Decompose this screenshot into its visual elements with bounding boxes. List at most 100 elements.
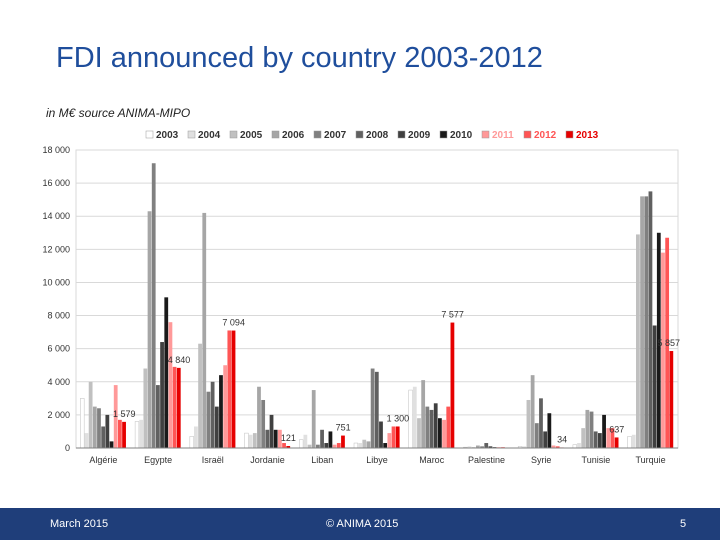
bar [147,211,152,448]
bar [383,443,388,448]
bar [534,423,539,448]
bar [387,433,392,448]
x-tick-label: Jordanie [250,455,285,465]
y-tick-label: 18 000 [42,145,70,155]
bar [526,399,531,448]
footer-date: March 2015 [50,518,109,530]
bar [417,418,421,448]
legend-label: 2013 [576,130,599,141]
y-tick-label: 0 [65,443,70,453]
legend-swatch [355,130,364,139]
legend-label: 2009 [408,130,431,141]
y-tick-label: 12 000 [42,244,70,254]
bar [168,322,173,448]
bar [484,443,489,448]
data-label: 1 579 [113,409,136,419]
data-label: 7 094 [222,318,245,328]
footer-page-number: 5 [680,518,687,530]
bar [261,399,266,448]
legend-swatch [523,130,532,139]
bar [602,414,606,448]
bar [265,429,270,448]
bar [648,191,653,448]
bar [408,389,413,449]
x-tick-label: Liban [311,455,333,465]
bar [370,368,375,448]
x-tick-label: Israël [202,455,224,465]
bar [273,429,278,448]
bar [269,414,274,448]
bar [438,418,442,448]
bar [366,441,371,448]
bar [539,398,543,448]
x-tick-label: Syrie [531,455,552,465]
bar [358,443,362,448]
bar [421,380,426,448]
data-label: 751 [336,423,351,433]
data-labels: 1 579 4 840 7 094 121 751 1 300 7 577 34 637 5 85… [113,310,680,445]
bars [80,163,674,449]
y-tick-label: 4 000 [47,377,70,387]
x-tick-label: Egypte [144,455,172,465]
bar [105,414,110,448]
bar [598,433,602,448]
legend-label: 2006 [282,130,305,141]
x-tick-label: Libye [366,455,388,465]
bar [324,443,329,448]
bar [543,431,548,448]
legend-swatch [481,130,490,139]
bar [299,439,304,449]
bar [97,408,101,448]
bar [391,426,396,448]
bar [143,368,148,448]
bar [206,391,211,448]
bar [480,446,484,448]
bar [593,431,598,448]
legend-label: 2011 [492,130,514,141]
bar [198,343,202,448]
data-label: 121 [281,433,296,443]
bar [316,444,320,448]
data-label: 5 857 [657,338,680,348]
bar [555,446,560,448]
legend-swatch [439,130,448,139]
fdi-bar-chart: 0 2 000 4 000 6 000 8 000 10 000 12 000 14 000 1… [42,130,680,465]
bar [277,429,282,448]
bar [522,446,527,448]
legend-label: 2007 [324,130,347,141]
y-tick-label: 10 000 [42,277,70,287]
legend-swatch [187,130,196,139]
bar [429,409,434,448]
bar [227,330,232,448]
bar [581,428,586,448]
bar [395,426,400,448]
bar [257,386,261,448]
legend-swatch [145,130,154,139]
bar [328,431,333,448]
bar [307,444,312,448]
bar [101,426,106,448]
data-label: 7 577 [441,310,464,320]
bar [341,435,345,448]
bar [248,434,253,448]
legend-label: 2010 [450,130,473,141]
y-tick-label: 2 000 [47,410,70,420]
y-tick-label: 6 000 [47,344,70,354]
bar [282,443,286,448]
bar [551,445,556,448]
y-tick-label: 8 000 [47,311,70,321]
bar [433,403,438,448]
bar [614,437,619,448]
bar [336,443,341,448]
bar [117,419,122,448]
bar [223,365,228,448]
bar [189,436,194,449]
bar [640,196,644,448]
bar [661,252,665,448]
legend-swatch [229,130,238,139]
footer-copyright: © ANIMA 2015 [326,518,399,530]
bar [311,390,316,448]
bar [176,367,181,448]
bar [164,297,169,448]
bar [320,429,324,448]
